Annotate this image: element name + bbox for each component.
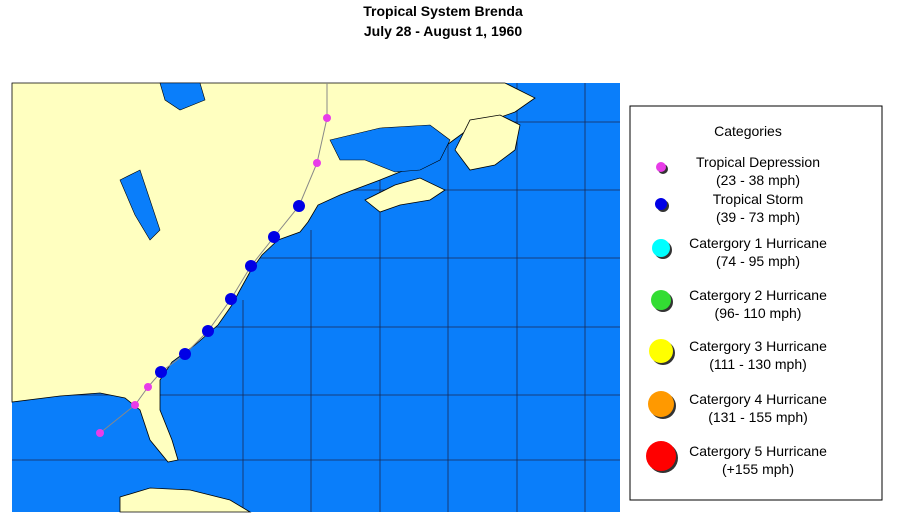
legend-name: Catergory 3 Hurricane [689,338,827,354]
track-point [293,200,305,212]
track-point [225,293,237,305]
legend-name: Catergory 1 Hurricane [689,235,827,251]
legend-range: (74 - 95 mph) [716,253,800,269]
legend-range: (39 - 73 mph) [716,209,800,225]
legend-name: Catergory 4 Hurricane [689,391,827,407]
legend-swatch [651,290,671,310]
legend-swatch [656,162,666,172]
track-point [268,231,280,243]
legend-range: (23 - 38 mph) [716,172,800,188]
track-point [155,366,167,378]
track-point [96,429,104,437]
legend-swatch [646,441,676,471]
legend-title: Categories [714,123,782,139]
legend-swatch [655,198,667,210]
cuba [119,487,252,513]
title: Tropical System Brenda [363,3,523,19]
track-point [144,383,152,391]
legend-range: (131 - 155 mph) [708,409,808,425]
map [11,82,620,513]
legend-swatch [648,391,674,417]
legend: Categories Tropical Depression (23 - 38 m… [629,105,883,501]
track-point [131,401,139,409]
legend-range: (96- 110 mph) [715,305,802,321]
great-lakes [119,169,161,241]
legend-swatch [652,239,670,257]
legend-name: Tropical Storm [713,191,804,207]
legend-name: Tropical Depression [696,154,820,170]
track-point [245,260,257,272]
track-point [323,114,331,122]
legend-name: Catergory 5 Hurricane [689,443,827,459]
legend-range: (+155 mph) [722,461,794,477]
hudson-bay [159,82,206,111]
track-point [202,325,214,337]
track-point [313,159,321,167]
track-point [179,348,191,360]
track-points [96,114,331,437]
legend-range: (111 - 130 mph) [709,356,807,372]
gulf-st-lawrence [329,124,451,173]
legend-swatch [649,339,673,363]
subtitle: July 28 - August 1, 1960 [364,23,522,39]
nova-scotia [364,177,446,213]
legend-name: Catergory 2 Hurricane [689,287,827,303]
newfoundland [454,114,521,171]
